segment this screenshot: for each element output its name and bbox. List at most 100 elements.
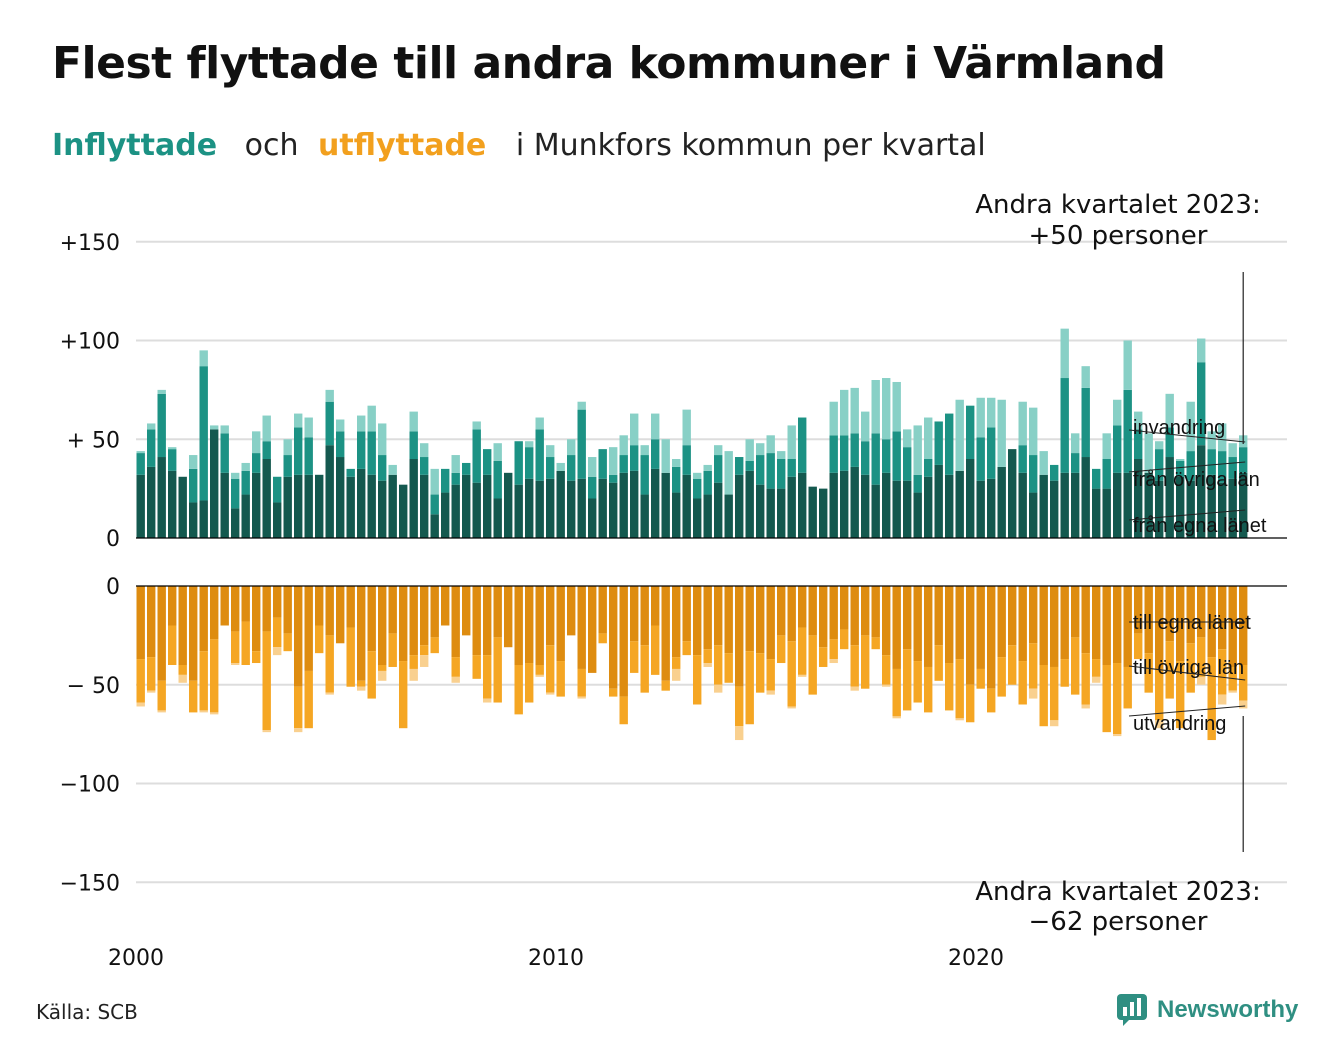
bar-in <box>903 429 912 448</box>
bar-out <box>882 655 891 685</box>
bar-out <box>147 586 156 658</box>
bar-out <box>210 712 219 715</box>
bar-out <box>735 586 744 687</box>
source-note: Källa: SCB <box>36 1000 138 1024</box>
bar-out <box>262 631 271 731</box>
bar-in <box>283 476 292 538</box>
bar-out <box>546 692 555 695</box>
bar-in <box>409 431 418 459</box>
bar-in <box>157 393 166 458</box>
bar-out <box>231 586 240 632</box>
bar-in <box>367 431 376 475</box>
bar-in <box>262 415 271 442</box>
bar-out <box>441 586 450 626</box>
series-leader-in <box>1128 461 1246 473</box>
bar-in <box>430 494 439 515</box>
bar-out <box>577 696 586 699</box>
bar-out <box>850 586 859 646</box>
bar-out <box>273 647 282 656</box>
bar-in <box>336 419 345 432</box>
bar-in <box>703 464 712 471</box>
bar-out <box>199 586 208 652</box>
bar-in <box>1144 472 1153 538</box>
bar-in <box>304 474 313 538</box>
bar-out <box>777 586 786 636</box>
series-label-in: från egna länet <box>1133 515 1267 537</box>
bar-out <box>409 668 418 681</box>
bar-in <box>714 455 723 483</box>
bar-in <box>651 468 660 538</box>
bar-in <box>252 431 261 454</box>
bar-out <box>136 702 145 707</box>
bar-out <box>598 586 607 634</box>
bar-out <box>1029 643 1038 689</box>
bar-in <box>378 480 387 538</box>
bar-out <box>546 645 555 693</box>
bar-in <box>861 411 870 442</box>
bar-in <box>1218 482 1227 538</box>
bar-out <box>1197 586 1206 638</box>
bar-in <box>630 470 639 538</box>
y-tick-label: 0 <box>106 575 120 600</box>
bar-in <box>220 425 229 434</box>
bar-out <box>210 586 219 640</box>
bar-in <box>567 439 576 456</box>
bar-out <box>304 670 313 729</box>
bar-out <box>798 586 807 628</box>
bar-out <box>966 586 975 685</box>
bar-out <box>598 633 607 644</box>
bar-out <box>514 586 523 665</box>
bar-out <box>210 639 219 713</box>
bar-in <box>1050 480 1059 538</box>
bar-in <box>430 514 439 538</box>
bar-in <box>294 474 303 538</box>
bar-in <box>1207 431 1216 450</box>
bar-in <box>420 474 429 538</box>
bar-in <box>546 478 555 538</box>
bar-in <box>567 480 576 538</box>
bar-in <box>462 474 471 538</box>
bar-in <box>1197 362 1206 446</box>
bar-out <box>703 649 712 664</box>
bar-out <box>840 629 849 650</box>
bar-out <box>462 586 471 636</box>
bar-out <box>1165 641 1174 699</box>
bar-in <box>1029 407 1038 456</box>
bar-out <box>630 641 639 673</box>
bar-out <box>1239 700 1248 709</box>
annotation-out-line2: −62 personer <box>1029 907 1208 937</box>
bar-out <box>1113 586 1122 664</box>
newsworthy-icon <box>1117 994 1147 1026</box>
bar-in <box>336 457 345 538</box>
bar-in <box>493 460 502 499</box>
bar-in <box>273 502 282 538</box>
bar-in <box>1029 455 1038 493</box>
annotation-in-line1: Andra kvartalet 2023: <box>975 190 1260 220</box>
bar-in <box>367 474 376 538</box>
bar-out <box>147 690 156 693</box>
bar-in <box>724 494 733 538</box>
bar-out <box>1155 720 1164 729</box>
bar-out <box>703 663 712 667</box>
bar-out <box>1071 637 1080 695</box>
annotation-out-line1: Andra kvartalet 2023: <box>975 877 1260 907</box>
bar-in <box>871 433 880 485</box>
bar-out <box>1197 676 1206 685</box>
bar-out <box>577 668 586 697</box>
bar-out <box>651 586 660 626</box>
bar-out <box>483 698 492 703</box>
y-tick-label: − 50 <box>67 674 120 699</box>
bar-in <box>987 397 996 428</box>
bar-out <box>1134 586 1143 634</box>
bar-in <box>1186 480 1195 538</box>
bar-in <box>241 462 250 471</box>
bar-out <box>525 663 534 703</box>
bar-out <box>745 651 754 725</box>
x-tick-label: 2000 <box>108 946 164 971</box>
bar-in <box>766 435 775 454</box>
bar-out <box>871 637 880 650</box>
bar-out <box>567 586 576 636</box>
bar-out <box>294 728 303 733</box>
bar-out <box>714 586 723 646</box>
bar-out <box>693 655 702 705</box>
